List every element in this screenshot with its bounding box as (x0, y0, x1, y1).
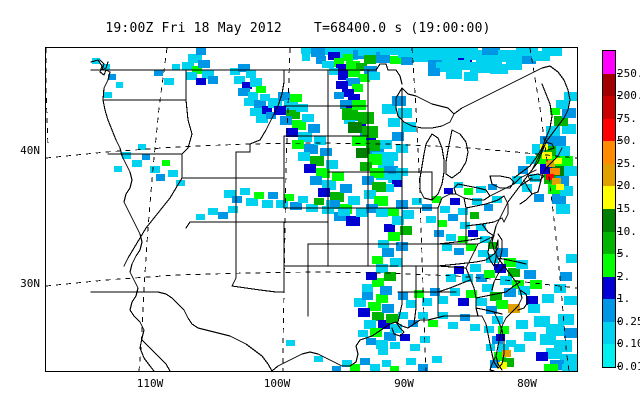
colorbar (602, 50, 616, 368)
colorbar-tick-label: 50. (617, 134, 637, 148)
y-axis-label-30n: 30N (20, 277, 40, 290)
y-axis-label-40n: 40N (20, 144, 40, 157)
colorbar-segment (603, 344, 615, 367)
colorbar-tick-label: 200. (617, 89, 640, 103)
colorbar-segment (603, 73, 615, 97)
colorbar-tick-label: 15. (617, 202, 637, 215)
colorbar-tick-mark (617, 230, 621, 232)
colorbar-tick-label: 0.01 (617, 360, 640, 373)
colorbar-labels: 250. 200. 75. 50. 25. 20. 15. 10. 5. 2. 1. 0.25 0.10… (617, 50, 640, 372)
colorbar-tick-label: 75. (617, 111, 637, 125)
colorbar-segment (603, 118, 615, 142)
colorbar-tick-label: 5. (617, 247, 631, 261)
colorbar-tick-mark (617, 95, 621, 97)
colorbar-tick-mark (617, 253, 621, 255)
colorbar-segment (603, 299, 615, 322)
colorbar-tick-mark (617, 162, 621, 164)
colorbar-tick-label: 1. (617, 292, 631, 306)
figure-title: 19:00Z Fri 18 May 2012 T=68400.0 s (19:0… (105, 21, 491, 36)
colorbar-segment (603, 51, 615, 74)
colorbar-tick-label: 250. (617, 66, 640, 80)
colorbar-tick-label: 25. (617, 156, 637, 170)
colorbar-tick-mark (617, 298, 621, 300)
latlon-gridlines (46, 48, 577, 371)
colorbar-tick-mark (617, 140, 621, 142)
colorbar-segment (603, 231, 615, 255)
colorbar-segment (603, 186, 615, 209)
colorbar-tick-mark (617, 343, 621, 345)
colorbar-segment (603, 96, 615, 119)
colorbar-tick-mark (617, 366, 621, 367)
colorbar-tick-mark (617, 208, 621, 209)
colorbar-tick-label: 0.10 (617, 337, 640, 351)
colorbar-tick-label: 0.25 (617, 314, 640, 328)
colorbar-segment (603, 254, 615, 277)
colorbar-segment (603, 276, 615, 300)
x-axis-label-90w: 90W (394, 377, 414, 390)
colorbar-tick-label: 10. (617, 224, 637, 238)
colorbar-tick-mark (617, 72, 621, 74)
map-canvas (46, 48, 577, 371)
colorbar-segment (603, 208, 615, 232)
x-axis-label-110w: 110W (136, 377, 164, 390)
colorbar-tick-label: 2. (617, 269, 631, 283)
colorbar-tick-mark (617, 185, 621, 187)
map-plot-area (45, 47, 578, 372)
precipitation-field (92, 48, 577, 371)
map-outlines (90, 59, 571, 371)
colorbar-tick-mark (617, 320, 621, 322)
colorbar-tick-mark (617, 275, 621, 277)
colorbar-tick-mark (617, 117, 621, 119)
colorbar-segment (603, 321, 615, 345)
colorbar-segment (603, 163, 615, 187)
x-axis-label-100w: 100W (263, 377, 291, 390)
colorbar-segment (603, 141, 615, 164)
x-axis-label-80w: 80W (517, 377, 537, 390)
colorbar-tick-label: 20. (617, 179, 637, 193)
